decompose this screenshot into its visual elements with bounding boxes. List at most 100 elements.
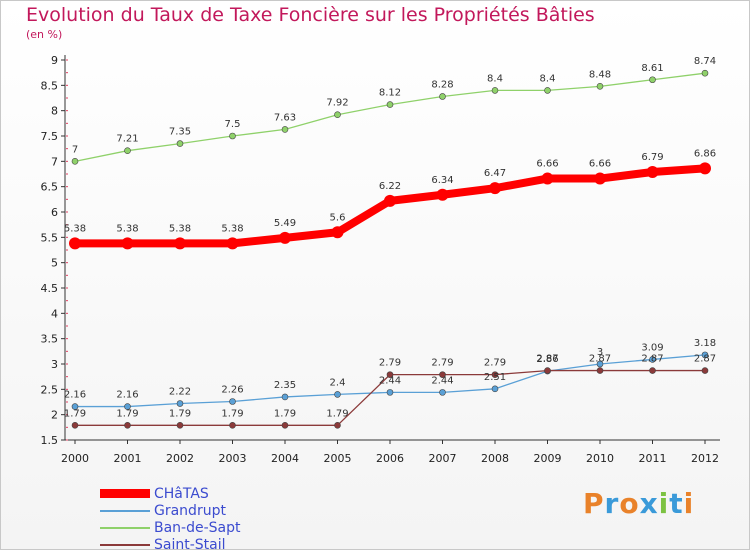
y-tick-label: 3.5 xyxy=(41,333,59,346)
logo-letter: x xyxy=(639,487,659,520)
data-label: 8.4 xyxy=(540,73,556,84)
legend-swatch xyxy=(100,543,150,546)
series-point xyxy=(596,83,604,90)
legend-swatch xyxy=(100,489,150,498)
data-label: 2.4 xyxy=(330,377,346,388)
series-point xyxy=(226,237,239,250)
data-label: 2.44 xyxy=(379,375,401,386)
legend-item: Grandrupt xyxy=(100,502,241,519)
chart-legend: CHâTAS Grandrupt Ban-de-Sapt Saint-Stail xyxy=(100,485,241,553)
x-tick-label: 2004 xyxy=(271,452,299,465)
logo-letter: i xyxy=(658,487,670,520)
proxiti-logo: Proxiti xyxy=(583,487,694,520)
data-label: 2.16 xyxy=(64,390,86,401)
series-point xyxy=(281,126,289,133)
y-tick-label: 8.5 xyxy=(41,79,59,92)
data-label: 1.79 xyxy=(169,408,191,419)
data-label: 7.35 xyxy=(169,127,191,138)
data-label: 7.5 xyxy=(225,119,241,130)
data-label: 2.86 xyxy=(536,354,558,365)
data-label: 8.12 xyxy=(379,88,401,99)
y-tick-label: 4 xyxy=(51,307,58,320)
series-point xyxy=(649,367,656,374)
series-point xyxy=(436,188,449,201)
x-tick-label: 2012 xyxy=(691,452,719,465)
data-label: 7.63 xyxy=(274,112,296,123)
data-label: 2.79 xyxy=(431,358,453,369)
data-label: 2.87 xyxy=(694,354,716,365)
legend-swatch xyxy=(100,526,150,529)
series-point xyxy=(281,393,289,401)
series-point xyxy=(71,422,79,429)
data-label: 5.38 xyxy=(221,223,243,234)
legend-item: CHâTAS xyxy=(100,485,241,502)
x-tick-label: 2009 xyxy=(534,452,562,465)
series-point xyxy=(334,422,341,429)
legend-label: CHâTAS xyxy=(154,485,209,502)
y-tick-label: 8 xyxy=(51,105,58,118)
logo-letter: o xyxy=(619,487,640,520)
series-point xyxy=(701,351,709,359)
x-tick-label: 2010 xyxy=(586,452,614,465)
logo-letter: P xyxy=(583,487,605,520)
data-label: 6.22 xyxy=(379,181,401,192)
data-label: 6.66 xyxy=(589,159,611,170)
series-point xyxy=(124,403,131,410)
data-label: 2.44 xyxy=(431,375,453,386)
legend-label: Saint-Stail xyxy=(154,536,226,553)
data-label: 7.92 xyxy=(326,98,348,109)
series-point xyxy=(279,231,291,244)
data-label: 8.28 xyxy=(431,79,453,90)
data-label: 3.09 xyxy=(641,342,663,353)
series-point xyxy=(649,76,656,84)
series-point xyxy=(701,69,709,77)
x-tick-label: 2008 xyxy=(481,452,509,465)
series-point xyxy=(386,101,394,108)
series-point xyxy=(229,422,236,429)
logo-letter: i xyxy=(683,487,695,520)
data-label: 5.6 xyxy=(330,212,346,223)
series-point xyxy=(176,400,184,407)
series-point xyxy=(491,371,499,378)
data-label: 5.38 xyxy=(169,223,191,234)
series-point xyxy=(491,87,499,94)
series-point xyxy=(69,237,81,250)
series-point xyxy=(439,93,446,100)
y-tick-label: 6.5 xyxy=(41,181,59,194)
series-point xyxy=(596,360,604,368)
series-point xyxy=(646,165,659,178)
chart-title: Evolution du Taux de Taxe Foncière sur l… xyxy=(26,4,595,26)
logo-letter: r xyxy=(604,487,620,520)
series-point xyxy=(334,111,341,119)
data-label: 3 xyxy=(597,347,603,358)
x-tick-label: 2006 xyxy=(376,452,404,465)
data-label: 8.61 xyxy=(641,63,663,74)
y-tick-label: 2.5 xyxy=(41,383,59,396)
series-point xyxy=(176,422,184,429)
series-point xyxy=(439,389,446,396)
data-label: 1.79 xyxy=(64,408,86,419)
data-label: 7.21 xyxy=(116,134,138,145)
data-label: 2.51 xyxy=(484,372,506,383)
series-point xyxy=(71,158,79,165)
series-point xyxy=(701,367,709,374)
logo-letter: t xyxy=(669,487,684,520)
x-tick-label: 2002 xyxy=(166,452,194,465)
data-label: 1.79 xyxy=(274,408,296,419)
data-label: 2.22 xyxy=(169,387,191,398)
y-tick-label: 1.5 xyxy=(41,434,59,447)
y-tick-label: 7.5 xyxy=(41,130,59,143)
data-label: 2.87 xyxy=(589,354,611,365)
data-label: 2.87 xyxy=(536,354,558,365)
series-point xyxy=(121,237,134,250)
series-point xyxy=(489,182,501,195)
series-point xyxy=(281,422,289,429)
data-label: 2.79 xyxy=(379,358,401,369)
series-point xyxy=(596,367,604,374)
data-label: 2.26 xyxy=(221,384,243,395)
data-label: 2.16 xyxy=(116,390,138,401)
series-point xyxy=(386,389,394,396)
data-label: 6.86 xyxy=(694,148,716,159)
